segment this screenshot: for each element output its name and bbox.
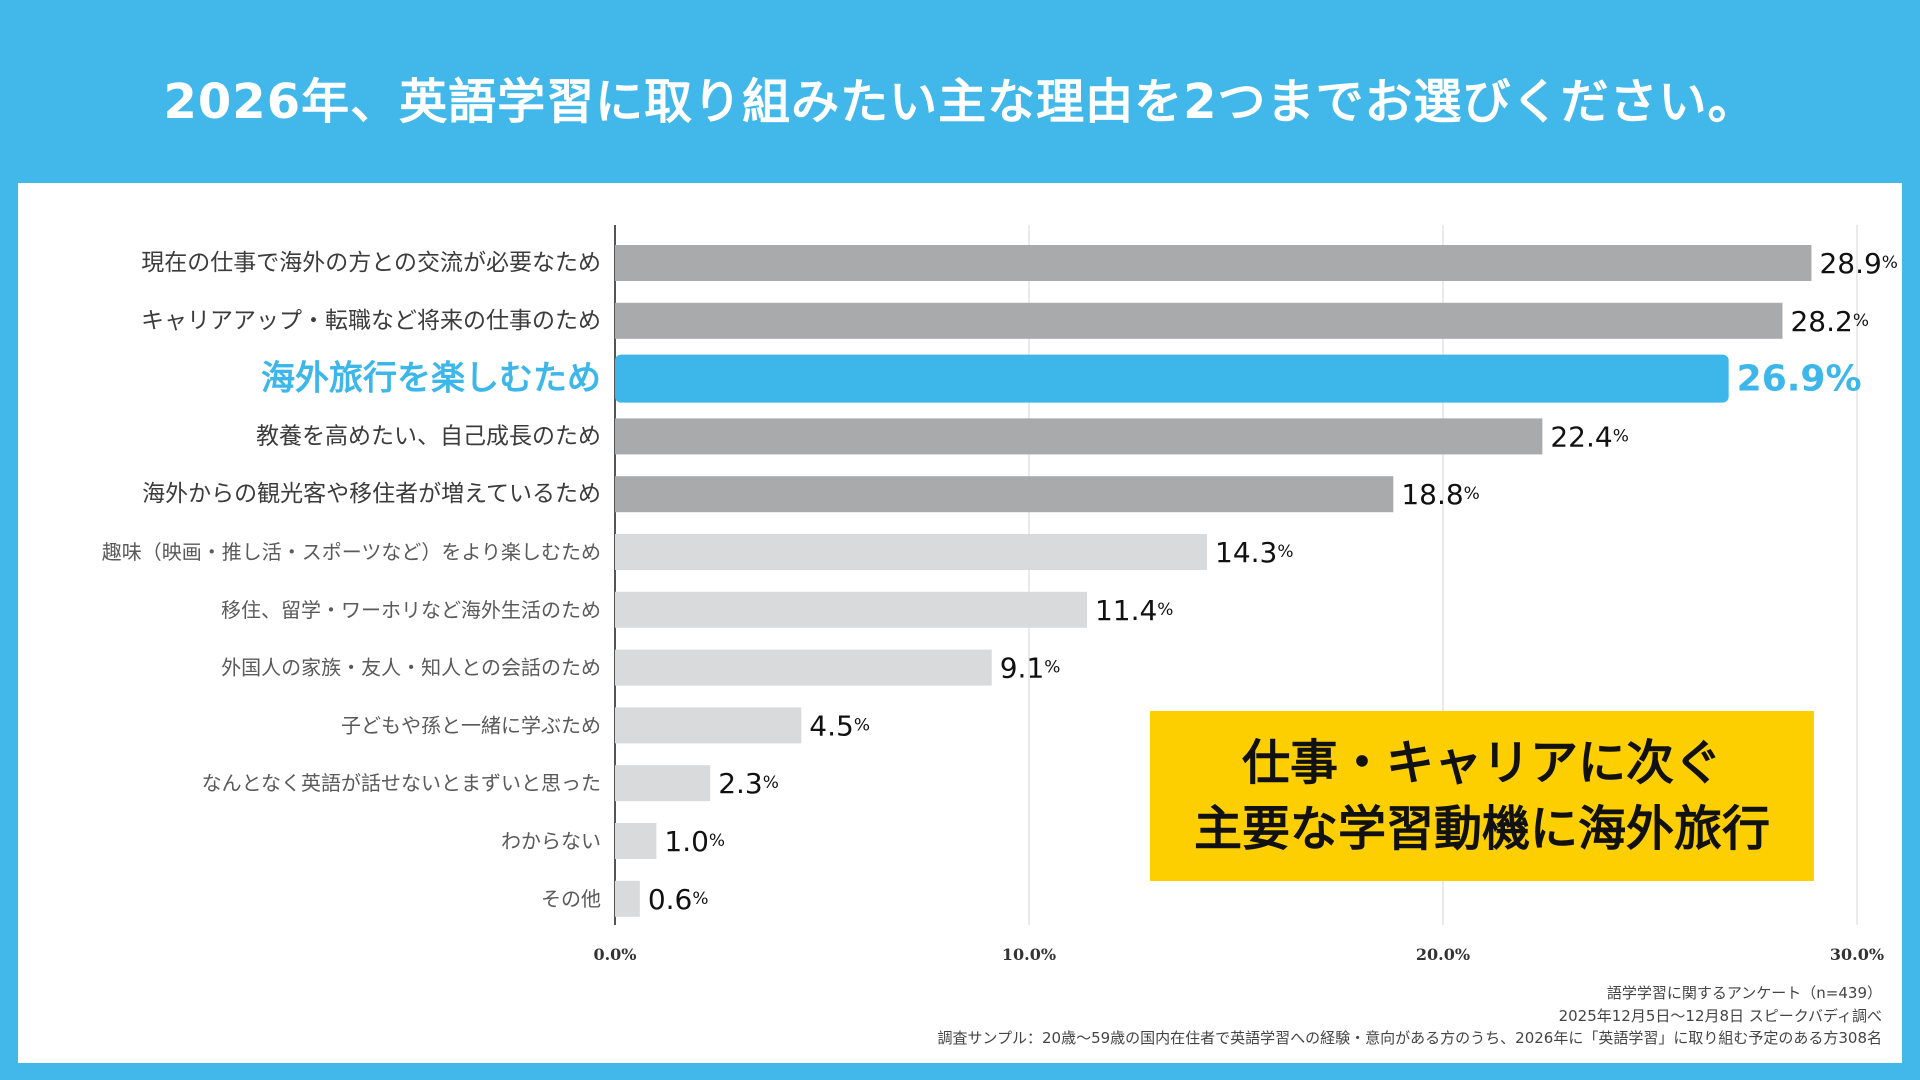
category-label: 趣味（映画・推し活・スポーツなど）をより楽しむため (102, 540, 601, 564)
x-tick-label: 10.0% (1002, 945, 1056, 964)
x-tick-label: 20.0% (1416, 945, 1470, 964)
bar (615, 823, 657, 859)
callout-box: 仕事・キャリアに次ぐ 主要な学習動機に海外旅行 (1150, 711, 1814, 881)
bar (615, 418, 1543, 455)
footnote-sample: 調査サンプル：20歳～59歳の国内在住者で英語学習への経験・意向がある方のうち、… (937, 1029, 1882, 1047)
category-label: キャリアアップ・転職など将来の仕事のため (141, 308, 601, 334)
bar (615, 649, 992, 686)
footnote-survey: 語学学習に関するアンケート（n=439） (1606, 984, 1882, 1002)
bar (615, 591, 1087, 628)
category-label: 教養を高めたい、自己成長のため (256, 423, 601, 449)
category-label: 現在の仕事で海外の方との交流が必要なため (141, 250, 601, 276)
bar (615, 534, 1208, 570)
callout-line-2: 主要な学習動機に海外旅行 (1193, 801, 1770, 857)
bar (615, 302, 1783, 339)
bar (615, 765, 711, 802)
data-label: 18.8% (1401, 478, 1480, 511)
data-label: 2.3% (718, 767, 779, 800)
category-label: 海外からの観光客や移住者が増えているため (142, 481, 601, 507)
category-label: 移住、留学・ワーホリなど海外生活のため (221, 598, 601, 622)
bar (615, 354, 1729, 403)
data-label: 28.9% (1819, 247, 1898, 280)
data-label: 14.3% (1215, 536, 1294, 569)
data-label: 26.9% (1737, 358, 1862, 399)
bar (615, 476, 1394, 513)
data-label: 0.6% (648, 882, 709, 915)
footnote-date: 2025年12月5日～12月8日 スピークバディ調べ (1558, 1007, 1882, 1025)
data-label: 9.1% (1000, 651, 1061, 684)
bar (615, 880, 640, 917)
data-label: 1.0% (664, 825, 725, 858)
category-label: 海外旅行を楽しむため (261, 359, 601, 399)
data-label: 22.4% (1550, 420, 1629, 453)
bar (615, 245, 1812, 281)
category-label: わからない (501, 829, 601, 853)
category-label: 外国人の家族・友人・知人との会話のため (221, 656, 601, 680)
data-label: 28.2% (1790, 304, 1869, 337)
x-tick-label: 0.0% (593, 945, 636, 964)
data-label: 11.4% (1095, 593, 1174, 626)
category-label: 子どもや孫と一緒に学ぶため (341, 713, 601, 737)
page-title: 2026年、英語学習に取り組みたい主な理由を2つまでお選びください。 (163, 74, 1757, 130)
category-label: その他 (541, 887, 601, 911)
data-label: 4.5% (809, 709, 870, 742)
category-label: なんとなく英語が話せないとまずいと思った (202, 771, 601, 795)
bar (615, 707, 802, 744)
x-tick-label: 30.0% (1830, 945, 1884, 964)
callout-line-1: 仕事・キャリアに次ぐ (1241, 735, 1722, 791)
